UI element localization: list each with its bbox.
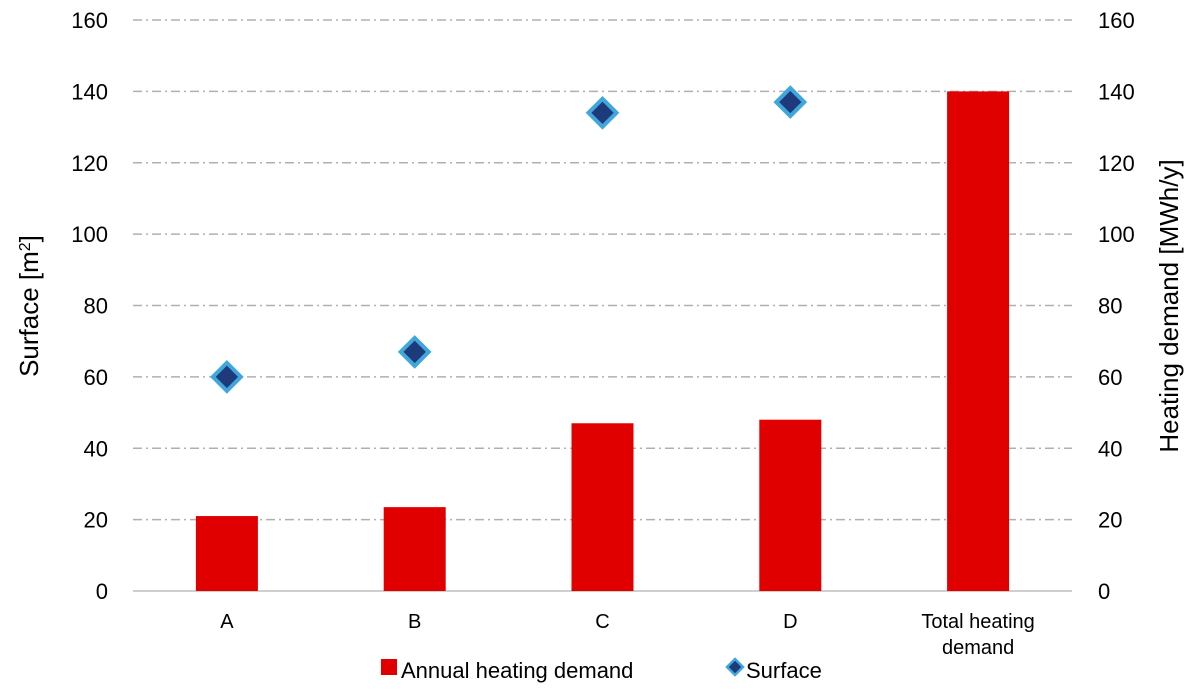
- right-tick-label: 120: [1098, 151, 1135, 176]
- bar-b: [383, 507, 446, 591]
- marker-d: [773, 85, 808, 119]
- right-tick-label: 80: [1098, 294, 1122, 319]
- category-labels: A B C D Total heating demand: [220, 611, 1035, 659]
- right-tick-label: 160: [1098, 8, 1135, 33]
- legend: Annual heating demand Surface: [381, 657, 822, 683]
- left-tick-label: 20: [84, 508, 108, 533]
- legend-label-surface: Surface: [746, 658, 822, 683]
- category-label: A: [220, 611, 234, 633]
- left-tick-label: 40: [84, 436, 108, 461]
- marker-series-surface: [210, 85, 808, 394]
- gridlines: [133, 19, 1072, 592]
- bar-c: [571, 423, 634, 591]
- left-tick-label: 0: [96, 579, 108, 604]
- left-tick-label: 140: [71, 79, 108, 104]
- marker-a: [210, 360, 244, 394]
- right-tick-label: 140: [1098, 79, 1135, 104]
- marker-b: [397, 335, 432, 369]
- category-label: C: [595, 611, 609, 633]
- category-label: D: [783, 611, 797, 633]
- left-tick-label: 60: [84, 365, 108, 390]
- bar-series-annual-heating-demand: [195, 91, 1010, 591]
- category-label: B: [408, 611, 421, 633]
- left-tick-label: 160: [71, 8, 108, 33]
- right-tick-label: 60: [1098, 365, 1122, 390]
- right-axis-title: Heating demand [MWh/y]: [1154, 159, 1184, 452]
- bar-total-heating-demand: [947, 91, 1010, 591]
- category-label: Total heating demand: [921, 611, 1034, 659]
- legend-label-annual-heating-demand: Annual heating demand: [401, 658, 633, 683]
- right-tick-label: 0: [1098, 579, 1110, 604]
- right-axis-ticks: 0 20 40 60 80 100 120 140 160: [1098, 8, 1135, 604]
- right-tick-label: 40: [1098, 436, 1122, 461]
- left-axis-ticks: 0 20 40 60 80 100 120 140 160: [71, 8, 108, 604]
- marker-c: [585, 95, 620, 130]
- bar-d: [759, 419, 822, 591]
- left-axis-title: Surface [m2]: [14, 235, 44, 377]
- right-tick-label: 20: [1098, 508, 1122, 533]
- right-tick-label: 100: [1098, 222, 1135, 247]
- left-tick-label: 80: [84, 294, 108, 319]
- left-tick-label: 100: [71, 222, 108, 247]
- bar-a: [195, 516, 258, 591]
- legend-swatch-surface: [725, 657, 745, 677]
- legend-swatch-annual-heating-demand: [381, 659, 397, 675]
- left-tick-label: 120: [71, 151, 108, 176]
